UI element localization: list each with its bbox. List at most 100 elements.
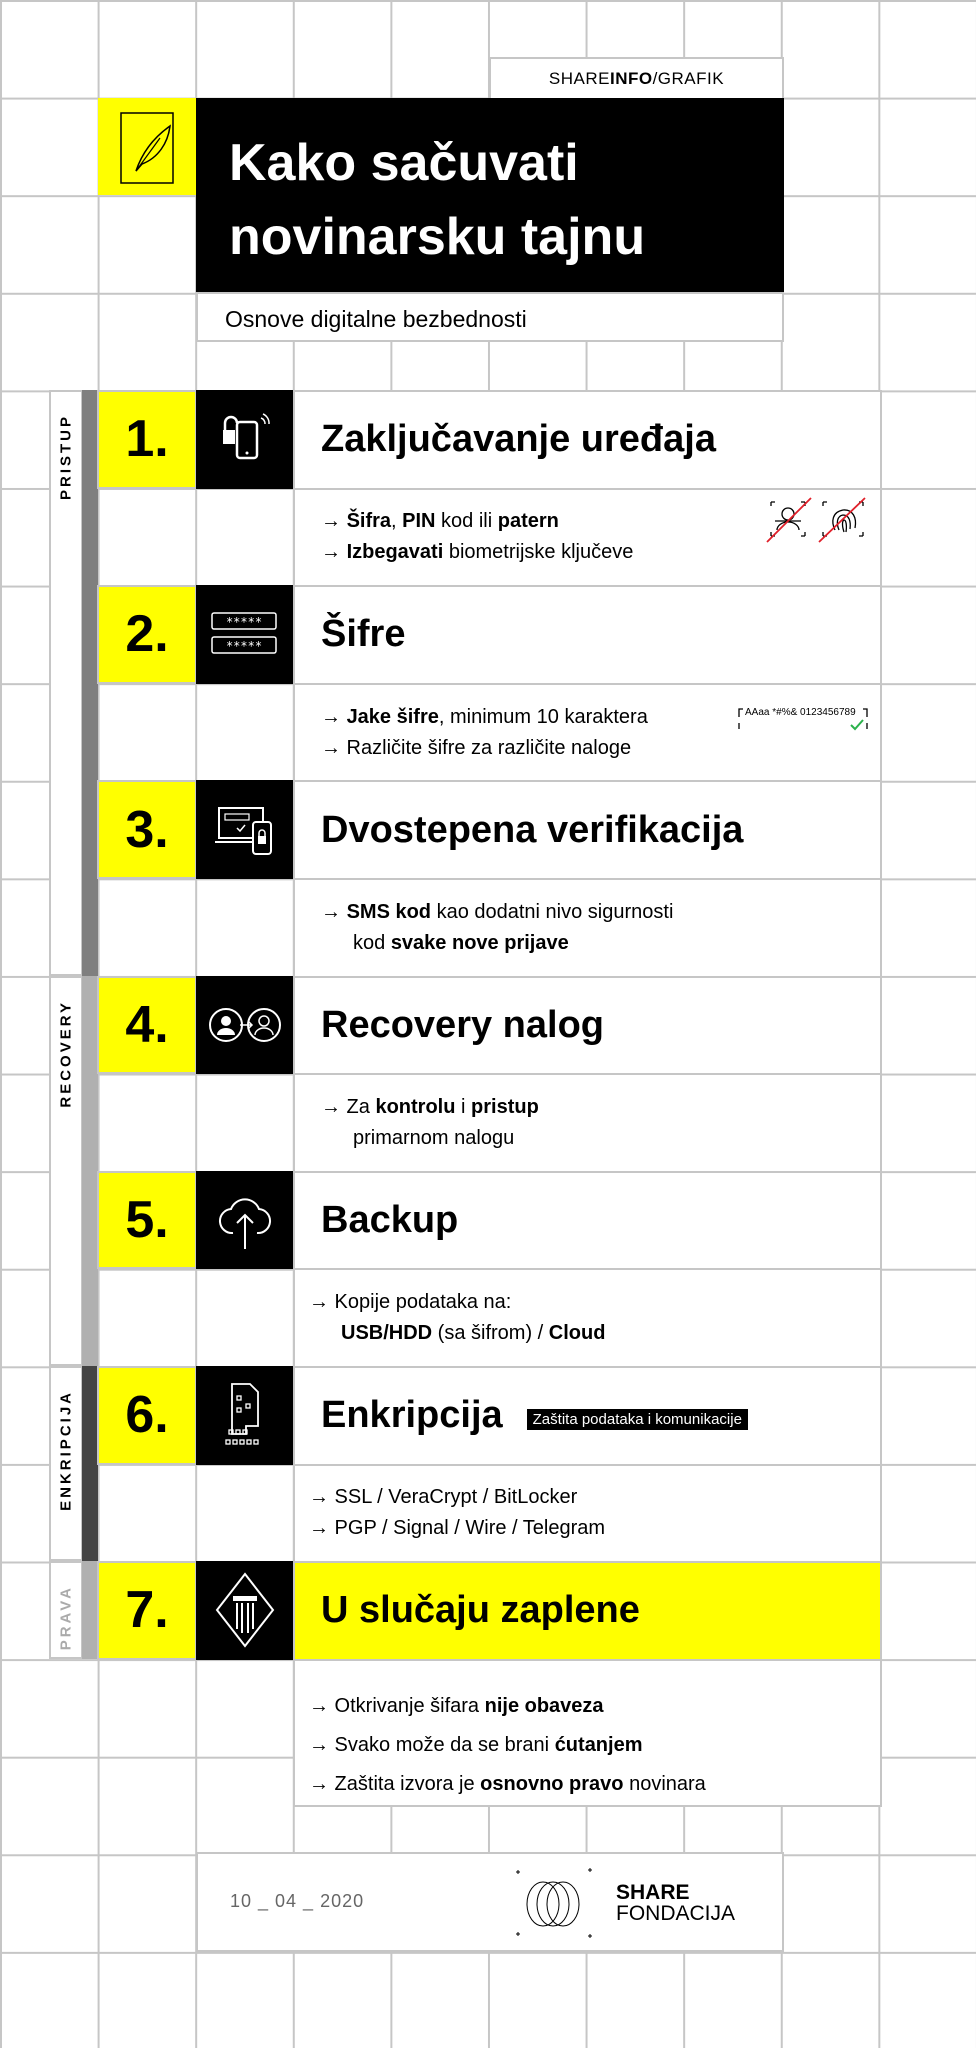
section-title-text: Dvostepena verifikacija: [321, 808, 744, 851]
footer: 10 _ 04 _ 2020 SHARE FONDACIJA: [196, 1852, 784, 1952]
strong-password-icon: AAaa *#%& 0123456789: [735, 705, 869, 731]
text-segment: ,: [391, 510, 403, 533]
section-icon-tile: [196, 780, 294, 879]
text-segment: →: [321, 705, 347, 728]
text-segment: biometrijske ključeve: [443, 541, 634, 564]
text-segment: svake nove prijave: [390, 931, 569, 954]
section-number: 2.: [97, 585, 197, 684]
section-title-text: Šifre: [321, 613, 406, 656]
group-bar: [82, 975, 98, 1366]
content-line: → Izbegavati biometrijske ključeve: [321, 537, 880, 568]
text-segment: PIN: [402, 510, 436, 533]
page-title: Kako sačuvati novinarsku tajnu: [196, 98, 784, 292]
content-line: → Za kontrolu i pristup: [321, 1092, 880, 1123]
share-logo-icon: [516, 1868, 592, 1938]
section-title: Recovery nalog: [293, 975, 882, 1076]
text-segment: Šifra: [346, 510, 392, 533]
section-content: → Kopije podataka na: USB/HDD (sa šifrom)…: [293, 1268, 882, 1368]
text-segment: →: [321, 510, 347, 533]
text-segment: → Zaštita izvora je: [309, 1772, 481, 1795]
cloud-upload-icon: [219, 1198, 271, 1250]
group-label-recovery: RECOVERY: [49, 975, 83, 1366]
logo-text: SHARE FONDACIJA: [616, 1881, 736, 1925]
text-segment: pristup: [471, 1095, 539, 1118]
content-line: → Otkrivanje šifara nije obaveza: [309, 1687, 880, 1726]
section-title-text: Backup: [321, 1199, 459, 1242]
section-content: → Šifra, PIN kod ili patern → Izbegavati …: [293, 487, 882, 588]
section-title-text: U slučaju zaplene: [321, 1589, 640, 1632]
section-content: → Otkrivanje šifara nije obaveza → Svako …: [293, 1658, 882, 1808]
text-segment: , minimum 10 karaktera: [438, 705, 648, 728]
section-content: → SSL / VeraCrypt / BitLocker → PGP / Sig…: [293, 1463, 882, 1564]
text-segment: kod ili: [435, 510, 498, 533]
group-label-text: PRISTUP: [57, 414, 75, 501]
text-segment: → Otkrivanje šifara: [309, 1694, 485, 1717]
section-number: 5.: [97, 1170, 197, 1270]
content-line: → Kopije podataka na:: [309, 1287, 880, 1318]
content-line: → Svako može da se brani ćutanjem: [309, 1726, 880, 1765]
text-segment: → Za: [321, 1095, 376, 1118]
law-column-icon: [215, 1572, 275, 1649]
text-segment: →: [321, 900, 347, 923]
feather-icon-tile: [98, 98, 197, 195]
text-segment: kontrolu: [375, 1095, 456, 1118]
content-line: → Jake šifre, minimum 10 karaktera: [321, 702, 880, 733]
text-segment: patern: [497, 510, 559, 533]
password-fields-icon: ***** *****: [211, 612, 277, 655]
group-label-text: PRAVA: [57, 1585, 75, 1651]
text-segment: novinara: [623, 1772, 706, 1795]
section-title-text: Zaključavanje uređaja: [321, 418, 716, 461]
group-label-enkripcija: ENKRIPCIJA: [49, 1366, 83, 1562]
section-content: → Jake šifre, minimum 10 karaktera → Razl…: [293, 682, 882, 783]
strong-password-example: AAaa *#%& 0123456789: [745, 706, 856, 718]
group-label-pristup: PRISTUP: [49, 390, 83, 976]
content-line: → Različite šifre za različite naloge: [321, 733, 880, 764]
feather-icon: [120, 112, 174, 184]
section-number: 4.: [97, 975, 197, 1075]
text-segment: → PGP / Signal / Wire / Telegram: [309, 1517, 606, 1540]
group-label-text: RECOVERY: [57, 999, 75, 1108]
no-biometrics-icon: [765, 494, 869, 554]
svg-text:*****: *****: [226, 639, 262, 653]
content-line: primarnom nalogu: [321, 1123, 880, 1154]
section-title: Enkripcija Zaštita podataka i komunikacij…: [293, 1366, 882, 1466]
content-line: USB/HDD (sa šifrom) / Cloud: [309, 1318, 880, 1349]
content-line: → SMS kod kao dodatni nivo sigurnosti: [321, 897, 880, 928]
text-segment: → Različite šifre za različite naloge: [321, 736, 632, 759]
text-segment: (sa šifrom) /: [432, 1322, 549, 1345]
text-segment: Jake šifre: [346, 705, 439, 728]
group-label-prava: PRAVA: [49, 1561, 83, 1659]
section-icon-tile: [196, 390, 294, 489]
content-line: → Šifra, PIN kod ili patern: [321, 506, 880, 537]
text-segment: primarnom nalogu: [353, 1126, 515, 1149]
text-segment: → SSL / VeraCrypt / BitLocker: [309, 1486, 578, 1509]
account-transfer-icon: [209, 1007, 281, 1042]
text-segment: USB/HDD: [341, 1322, 433, 1345]
text-segment: kao dodatni nivo sigurnosti: [431, 900, 674, 923]
svg-text:*****: *****: [226, 615, 262, 629]
text-segment: →: [321, 541, 347, 564]
encrypted-file-icon: [225, 1383, 259, 1445]
section-title: U slučaju zaplene: [293, 1561, 882, 1661]
section-badge: Zaštita podataka i komunikacije: [526, 1409, 748, 1431]
text-segment: SMS kod: [346, 900, 432, 923]
section-icon-tile: [196, 1170, 294, 1270]
content-line: → PGP / Signal / Wire / Telegram: [309, 1513, 880, 1544]
page-subtitle: Osnove digitalne bezbednosti: [196, 292, 784, 342]
group-label-text: ENKRIPCIJA: [57, 1390, 75, 1511]
text-segment: → Svako može da se brani: [309, 1733, 555, 1756]
group-bar: [82, 1366, 98, 1562]
section-title: Šifre: [293, 585, 882, 685]
group-bar: [82, 390, 98, 976]
text-segment: → Kopije podataka na:: [309, 1291, 512, 1314]
section-icon-tile: [196, 975, 294, 1075]
section-content: → Za kontrolu i pristup primarnom nalogu: [293, 1073, 882, 1173]
section-icon-tile: [196, 1561, 294, 1660]
section-title: Zaključavanje uređaja: [293, 390, 882, 490]
section-content: → SMS kod kao dodatni nivo sigurnosti kod…: [293, 878, 882, 978]
text-segment: Izbegavati: [346, 541, 444, 564]
section-title-text: Recovery nalog: [321, 1003, 604, 1046]
phone-lock-icon: [223, 413, 270, 460]
section-icon-tile: ***** *****: [196, 585, 294, 684]
section-number: 7.: [97, 1561, 197, 1660]
